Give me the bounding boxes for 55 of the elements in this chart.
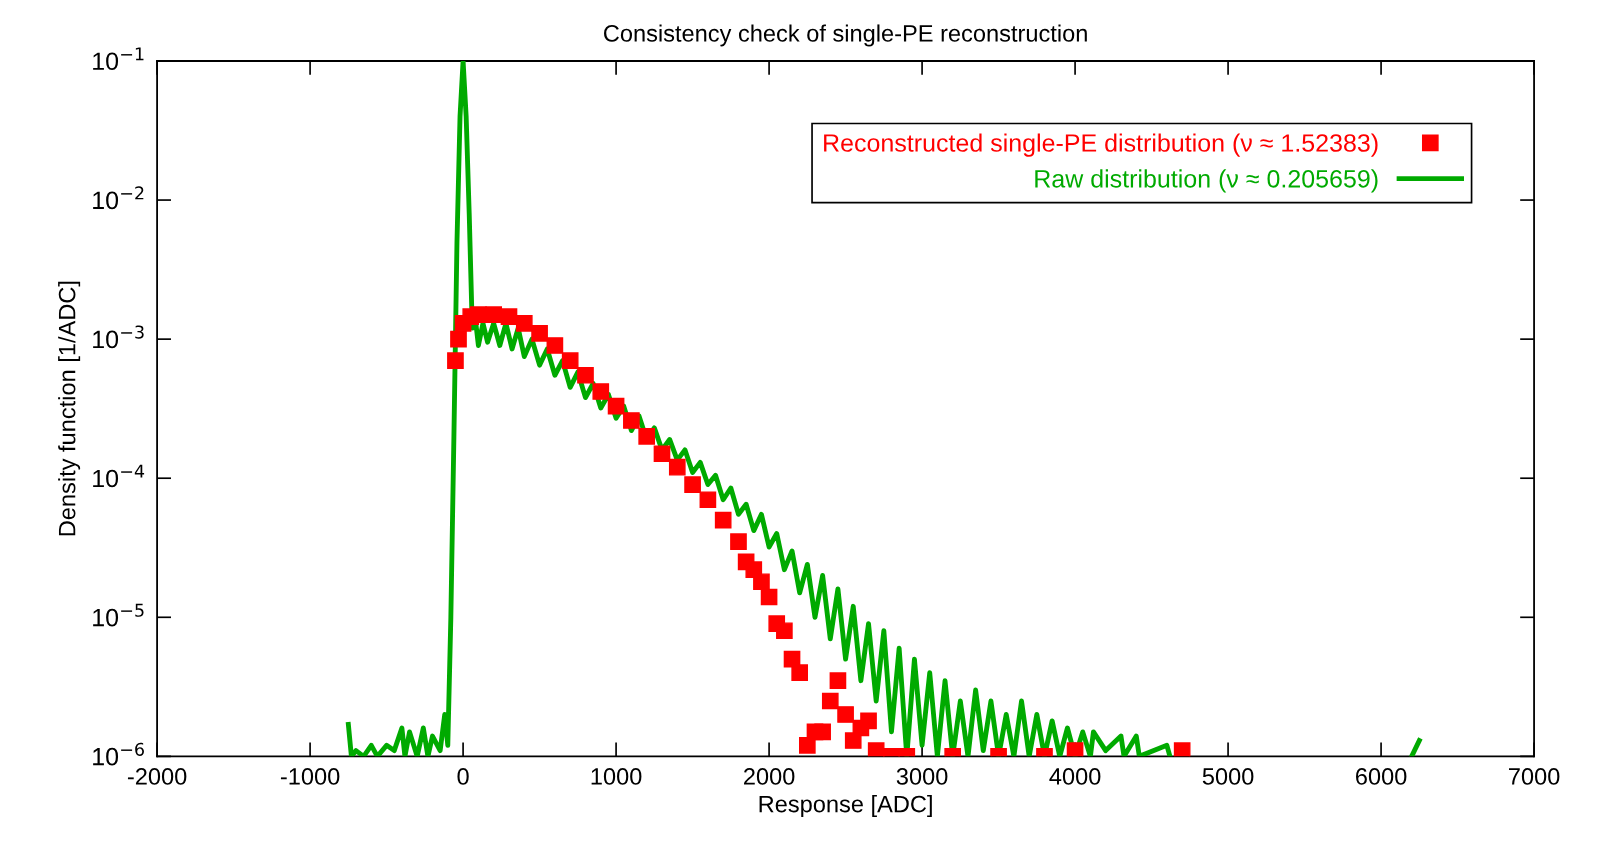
y-tick-label: 10$^{−2}$ <box>93 186 144 210</box>
point <box>500 308 518 326</box>
x-tick-label: -2000 <box>127 768 187 785</box>
point <box>798 737 816 754</box>
x-tick-label: 1000 <box>591 768 642 785</box>
point <box>730 533 747 550</box>
x-tick-label: 0 <box>457 768 469 785</box>
point <box>699 491 717 509</box>
legend-label: Reconstructed single-PE distribution (ν ≈ 1.52383) <box>824 133 1378 157</box>
x-tick-label: 7000 <box>1509 768 1560 785</box>
point <box>860 712 877 730</box>
point <box>561 352 579 370</box>
x-axis-title: Response [ADC] <box>759 795 932 818</box>
point <box>814 723 831 741</box>
point <box>447 352 464 370</box>
x-tick-label: 2000 <box>744 768 795 785</box>
point <box>485 306 503 323</box>
point <box>1173 742 1191 757</box>
y-tick-label: 10$^{−4}$ <box>93 464 145 488</box>
point <box>1066 742 1084 757</box>
point <box>714 511 732 529</box>
point <box>844 732 862 749</box>
point <box>821 692 839 710</box>
x-tick-label: 5000 <box>1202 768 1254 785</box>
point <box>623 412 640 429</box>
x-tick-label: 4000 <box>1049 768 1101 785</box>
point <box>829 672 847 690</box>
y-axis-title: Density function [1/ADC] <box>58 281 81 536</box>
point <box>653 445 671 463</box>
point <box>684 476 701 493</box>
legend-label: Raw distribution (ν ≈ 0.205659) <box>1035 169 1378 193</box>
chart-title: Consistency check of single-PE reconstruction <box>604 24 1087 47</box>
point <box>470 306 487 323</box>
y-tick-label: 10$^{−5}$ <box>93 603 144 627</box>
point <box>760 588 778 606</box>
point <box>791 664 809 681</box>
x-tick-label: 3000 <box>896 768 948 785</box>
point <box>668 458 686 476</box>
y-tick-label: 10$^{−3}$ <box>93 325 144 349</box>
point <box>837 706 854 723</box>
point <box>546 337 564 354</box>
x-tick-label: 6000 <box>1356 768 1407 785</box>
point <box>577 366 594 384</box>
y-tick-label: 10$^{−1}$ <box>93 47 144 71</box>
point <box>607 397 625 415</box>
point <box>531 325 548 342</box>
point <box>592 383 610 400</box>
x-tick-label: -1000 <box>280 768 340 785</box>
point <box>515 314 533 332</box>
point <box>776 622 793 640</box>
point <box>867 742 885 757</box>
point <box>638 428 656 445</box>
point <box>450 330 467 348</box>
point <box>753 573 770 591</box>
y-tick-label: 10$^{−6}$ <box>93 742 144 766</box>
